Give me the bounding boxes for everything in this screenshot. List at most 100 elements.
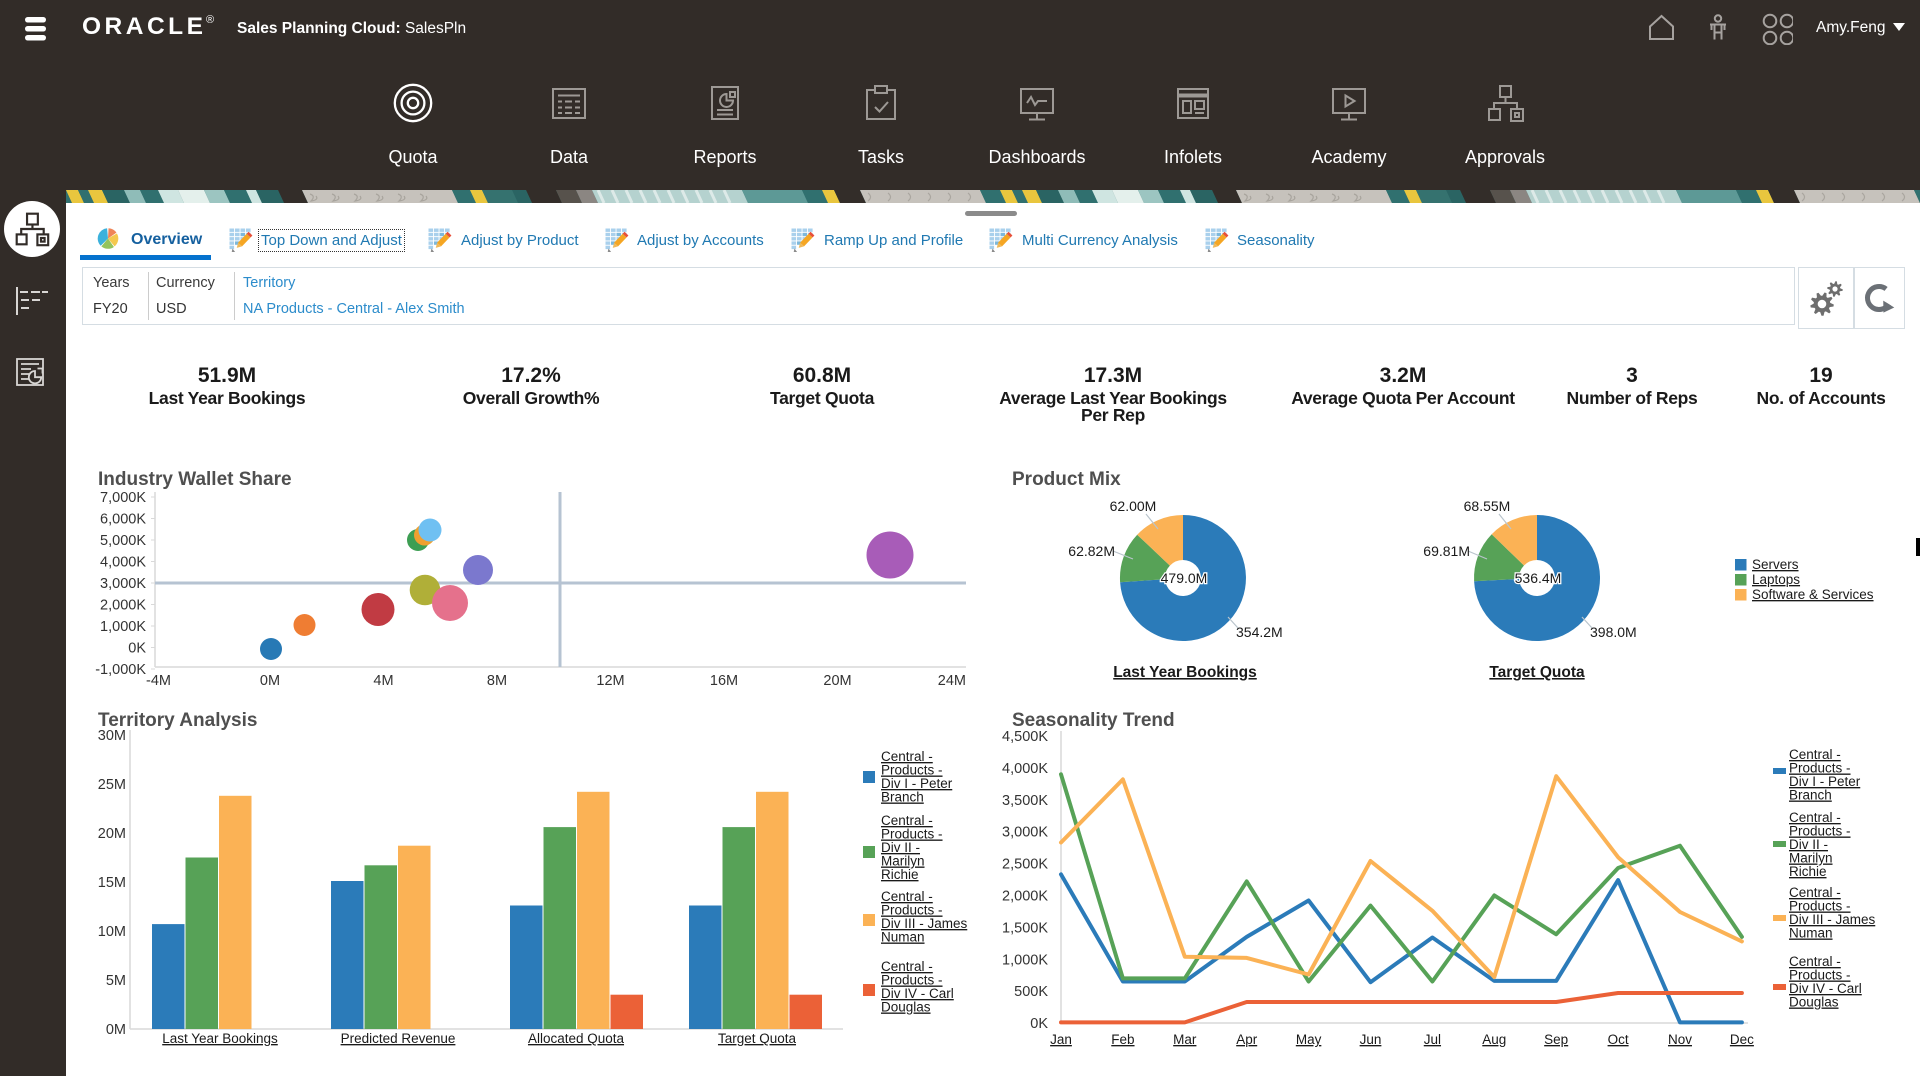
svg-text:1,500K: 1,500K <box>1002 920 1048 936</box>
svg-text:Apr: Apr <box>1236 1032 1258 1047</box>
svg-text:16M: 16M <box>710 673 738 689</box>
svg-text:Target Quota: Target Quota <box>718 1031 797 1046</box>
svg-text:Last Year Bookings: Last Year Bookings <box>1113 664 1257 681</box>
svg-text:1,000K: 1,000K <box>100 619 146 635</box>
svg-text:Industry Wallet Share: Industry Wallet Share <box>98 469 292 490</box>
svg-text:Jul: Jul <box>1424 1032 1441 1047</box>
svg-text:Central -: Central - <box>1789 810 1841 825</box>
svg-text:69.81M: 69.81M <box>1423 543 1470 559</box>
svg-text:Marilyn: Marilyn <box>1789 851 1833 866</box>
svg-text:Div IV - Carl: Div IV - Carl <box>1789 981 1862 996</box>
svg-text:354.2M: 354.2M <box>1236 624 1283 640</box>
svg-text:25M: 25M <box>98 777 126 793</box>
svg-text:Douglas: Douglas <box>881 1000 931 1015</box>
svg-text:Products -: Products - <box>881 827 943 842</box>
svg-text:Numan: Numan <box>1789 926 1833 941</box>
svg-text:Seasonality Trend: Seasonality Trend <box>1012 710 1175 731</box>
svg-text:Richie: Richie <box>881 867 919 882</box>
svg-text:Product Mix: Product Mix <box>1012 469 1121 490</box>
svg-text:62.82M: 62.82M <box>1068 543 1115 559</box>
svg-text:Richie: Richie <box>1789 864 1827 879</box>
svg-text:Software & Services: Software & Services <box>1752 587 1874 602</box>
svg-text:8M: 8M <box>487 673 507 689</box>
svg-text:Oct: Oct <box>1608 1032 1629 1047</box>
svg-text:7,000K: 7,000K <box>100 490 146 506</box>
svg-text:Div I - Peter: Div I - Peter <box>1789 774 1861 789</box>
svg-text:Dec: Dec <box>1730 1032 1754 1047</box>
svg-text:68.55M: 68.55M <box>1464 498 1511 514</box>
svg-text:30M: 30M <box>98 728 126 744</box>
svg-text:500K: 500K <box>1014 984 1048 1000</box>
svg-text:Mar: Mar <box>1173 1032 1197 1047</box>
svg-text:479.0M: 479.0M <box>1161 570 1208 586</box>
svg-text:Products -: Products - <box>881 903 943 918</box>
svg-text:4,000K: 4,000K <box>100 555 146 571</box>
svg-text:Central -: Central - <box>881 889 933 904</box>
svg-text:398.0M: 398.0M <box>1590 624 1637 640</box>
svg-text:Servers: Servers <box>1752 557 1799 572</box>
svg-text:10M: 10M <box>98 924 126 940</box>
svg-text:Products -: Products - <box>1789 824 1851 839</box>
svg-text:0K: 0K <box>1030 1016 1048 1032</box>
svg-text:Branch: Branch <box>881 790 924 805</box>
svg-text:Aug: Aug <box>1482 1032 1506 1047</box>
svg-text:Div III - James: Div III - James <box>1789 912 1876 927</box>
svg-text:Central -: Central - <box>1789 747 1841 762</box>
svg-text:0M: 0M <box>260 673 280 689</box>
svg-text:Feb: Feb <box>1111 1032 1134 1047</box>
svg-text:Allocated Quota: Allocated Quota <box>528 1031 625 1046</box>
svg-text:2,500K: 2,500K <box>1002 857 1048 873</box>
svg-text:5,000K: 5,000K <box>100 533 146 549</box>
svg-text:Central -: Central - <box>881 959 933 974</box>
svg-text:Branch: Branch <box>1789 788 1832 803</box>
svg-text:0M: 0M <box>106 1022 126 1038</box>
svg-text:Jun: Jun <box>1360 1032 1382 1047</box>
svg-text:62.00M: 62.00M <box>1110 498 1157 514</box>
svg-text:4,500K: 4,500K <box>1002 729 1048 745</box>
svg-text:Central -: Central - <box>881 813 933 828</box>
svg-text:3,000K: 3,000K <box>1002 825 1048 841</box>
svg-text:Products -: Products - <box>1789 968 1851 983</box>
svg-text:Div I - Peter: Div I - Peter <box>881 776 953 791</box>
svg-text:Last Year Bookings: Last Year Bookings <box>162 1031 278 1046</box>
svg-text:12M: 12M <box>596 673 624 689</box>
svg-text:Div III - James: Div III - James <box>881 916 968 931</box>
svg-text:24M: 24M <box>938 673 966 689</box>
svg-text:Central -: Central - <box>1789 954 1841 969</box>
svg-text:Target Quota: Target Quota <box>1489 664 1585 681</box>
svg-text:Central -: Central - <box>1789 885 1841 900</box>
svg-text:Douglas: Douglas <box>1789 995 1839 1010</box>
svg-text:Territory Analysis: Territory Analysis <box>98 710 257 731</box>
svg-text:Nov: Nov <box>1668 1032 1692 1047</box>
svg-text:Div II -: Div II - <box>1789 837 1828 852</box>
svg-text:3,000K: 3,000K <box>100 576 146 592</box>
svg-text:2,000K: 2,000K <box>1002 889 1048 905</box>
svg-text:536.4M: 536.4M <box>1515 570 1562 586</box>
svg-text:Predicted Revenue: Predicted Revenue <box>341 1031 456 1046</box>
svg-text:20M: 20M <box>823 673 851 689</box>
svg-text:Central -: Central - <box>881 749 933 764</box>
svg-text:Jan: Jan <box>1050 1032 1072 1047</box>
svg-text:May: May <box>1296 1032 1322 1047</box>
svg-text:4M: 4M <box>373 673 393 689</box>
svg-text:Div IV - Carl: Div IV - Carl <box>881 986 954 1001</box>
svg-text:0K: 0K <box>128 641 146 657</box>
svg-text:3,500K: 3,500K <box>1002 793 1048 809</box>
svg-text:4,000K: 4,000K <box>1002 761 1048 777</box>
svg-text:Products -: Products - <box>881 763 943 778</box>
svg-text:5M: 5M <box>106 973 126 989</box>
svg-text:-4M: -4M <box>146 673 171 689</box>
svg-text:Products -: Products - <box>881 973 943 988</box>
svg-text:-1,000K: -1,000K <box>95 662 146 678</box>
svg-text:Laptops: Laptops <box>1752 572 1800 587</box>
svg-text:6,000K: 6,000K <box>100 512 146 528</box>
svg-text:Sep: Sep <box>1544 1032 1568 1047</box>
svg-text:15M: 15M <box>98 875 126 891</box>
svg-text:20M: 20M <box>98 826 126 842</box>
svg-text:Products -: Products - <box>1789 761 1851 776</box>
svg-text:2,000K: 2,000K <box>100 598 146 614</box>
svg-text:Marilyn: Marilyn <box>881 854 925 869</box>
svg-text:Div II -: Div II - <box>881 840 920 855</box>
svg-text:Products -: Products - <box>1789 899 1851 914</box>
svg-text:1,000K: 1,000K <box>1002 952 1048 968</box>
